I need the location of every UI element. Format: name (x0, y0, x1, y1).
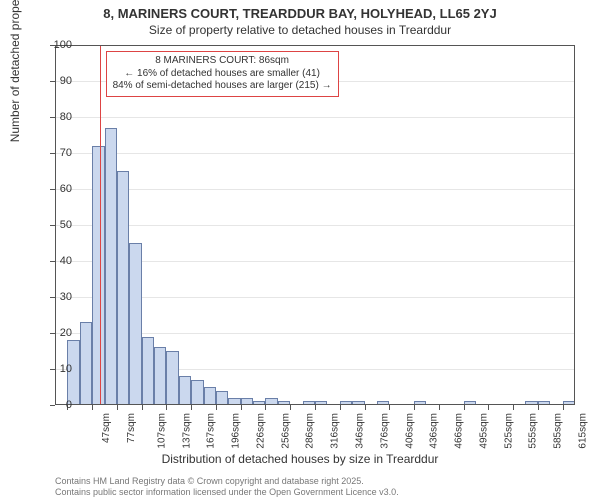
histogram-bar (179, 376, 191, 405)
x-tick-label: 196sqm (231, 413, 242, 449)
x-tick-label: 495sqm (478, 413, 489, 449)
y-tick-label: 20 (32, 327, 72, 339)
histogram-bar (414, 401, 426, 405)
x-tick-label: 585sqm (553, 413, 564, 449)
x-tick-label: 555sqm (528, 413, 539, 449)
y-tick-label: 0 (32, 399, 72, 411)
footer-line-1: Contains HM Land Registry data © Crown c… (55, 476, 399, 487)
x-tick-label: 167sqm (206, 413, 217, 449)
histogram-bar (464, 401, 476, 405)
y-axis-label: Number of detached properties (8, 0, 22, 142)
x-tick-label: 406sqm (404, 413, 415, 449)
chart-subtitle: Size of property relative to detached ho… (0, 21, 600, 37)
x-tick-label: 376sqm (379, 413, 390, 449)
histogram-bar (265, 398, 277, 405)
y-tick-label: 60 (32, 183, 72, 195)
x-tick-label: 77sqm (126, 413, 137, 443)
histogram-bar (278, 401, 290, 405)
histogram-bar (142, 337, 154, 405)
histogram-bar (216, 391, 228, 405)
histogram-bar (303, 401, 315, 405)
histogram-bar (253, 401, 265, 405)
histogram-bar (563, 401, 575, 405)
histogram-bar (154, 347, 166, 405)
chart-title: 8, MARINERS COURT, TREARDDUR BAY, HOLYHE… (0, 0, 600, 21)
histogram-bar (80, 322, 92, 405)
y-tick-label: 40 (32, 255, 72, 267)
histogram-bar (538, 401, 550, 405)
histogram-bar (166, 351, 178, 405)
x-tick-label: 47sqm (101, 413, 112, 443)
footer-attribution: Contains HM Land Registry data © Crown c… (55, 476, 399, 498)
x-axis-label: Distribution of detached houses by size … (0, 452, 600, 466)
reference-vline (100, 45, 101, 405)
footer-line-2: Contains public sector information licen… (55, 487, 399, 498)
y-tick-label: 100 (32, 39, 72, 51)
y-tick-label: 30 (32, 291, 72, 303)
x-tick-label: 615sqm (577, 413, 588, 449)
annotation-line-1: 8 MARINERS COURT: 86sqm (113, 55, 332, 68)
y-tick-label: 90 (32, 75, 72, 87)
x-tick-label: 525sqm (503, 413, 514, 449)
plot-area: 8 MARINERS COURT: 86sqm ← 16% of detache… (55, 45, 575, 405)
bars-layer (55, 45, 575, 405)
x-tick-label: 226sqm (256, 413, 267, 449)
y-tick-label: 50 (32, 219, 72, 231)
histogram-bar (377, 401, 389, 405)
y-tick-label: 80 (32, 111, 72, 123)
x-tick-label: 137sqm (181, 413, 192, 449)
histogram-bar (191, 380, 203, 405)
x-tick-label: 316sqm (330, 413, 341, 449)
histogram-bar (117, 171, 129, 405)
x-tick-label: 286sqm (305, 413, 316, 449)
histogram-bar (204, 387, 216, 405)
histogram-bar (525, 401, 537, 405)
x-tick-label: 256sqm (280, 413, 291, 449)
histogram-bar (92, 146, 104, 405)
y-tick-label: 10 (32, 363, 72, 375)
x-tick-label: 436sqm (429, 413, 440, 449)
x-tick-label: 466sqm (454, 413, 465, 449)
x-tick-label: 107sqm (156, 413, 167, 449)
histogram-bar (228, 398, 240, 405)
histogram-bar (352, 401, 364, 405)
annotation-line-3: 84% of semi-detached houses are larger (… (113, 80, 332, 93)
y-tick-label: 70 (32, 147, 72, 159)
annotation-box: 8 MARINERS COURT: 86sqm ← 16% of detache… (106, 51, 339, 97)
histogram-bar (105, 128, 117, 405)
histogram-bar (315, 401, 327, 405)
histogram-bar (340, 401, 352, 405)
histogram-bar (129, 243, 141, 405)
annotation-line-2: ← 16% of detached houses are smaller (41… (113, 68, 332, 81)
x-tick-label: 346sqm (355, 413, 366, 449)
histogram-bar (241, 398, 253, 405)
chart-container: 8, MARINERS COURT, TREARDDUR BAY, HOLYHE… (0, 0, 600, 500)
